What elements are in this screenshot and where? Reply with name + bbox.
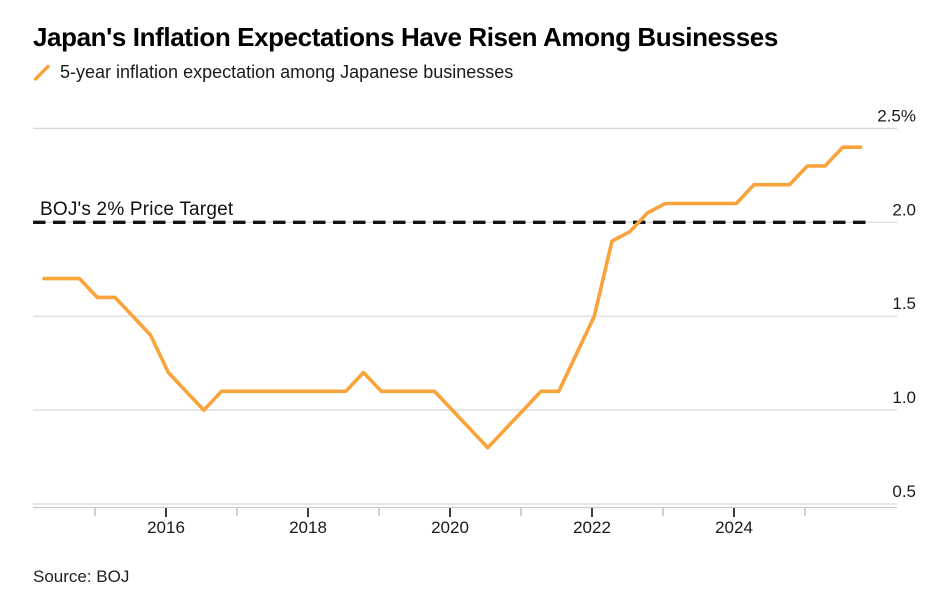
- inflation-expectation-line: [42, 145, 863, 450]
- y-axis-label: 0.5: [892, 482, 916, 501]
- y-axis-label: 2.5%: [877, 106, 916, 125]
- target-line-label: BOJ's 2% Price Target: [40, 199, 234, 220]
- chart-title: Japan's Inflation Expectations Have Rise…: [33, 22, 778, 52]
- legend: 5-year inflation expectation among Japan…: [33, 62, 513, 83]
- legend-label: 5-year inflation expectation among Japan…: [60, 62, 514, 82]
- source-note: Source: BOJ: [33, 567, 130, 586]
- y-axis-label: 2.0: [892, 200, 916, 219]
- y-axis-label: 1.5: [892, 294, 916, 313]
- x-axis-label: 2024: [715, 518, 753, 537]
- y-axis-label: 1.0: [892, 388, 916, 407]
- x-axis-label: 2018: [289, 518, 327, 537]
- x-axis-label: 2016: [147, 518, 185, 537]
- x-axis-label: 2022: [573, 518, 611, 537]
- legend-line-icon: [33, 64, 50, 81]
- x-axis-label: 2020: [431, 518, 469, 537]
